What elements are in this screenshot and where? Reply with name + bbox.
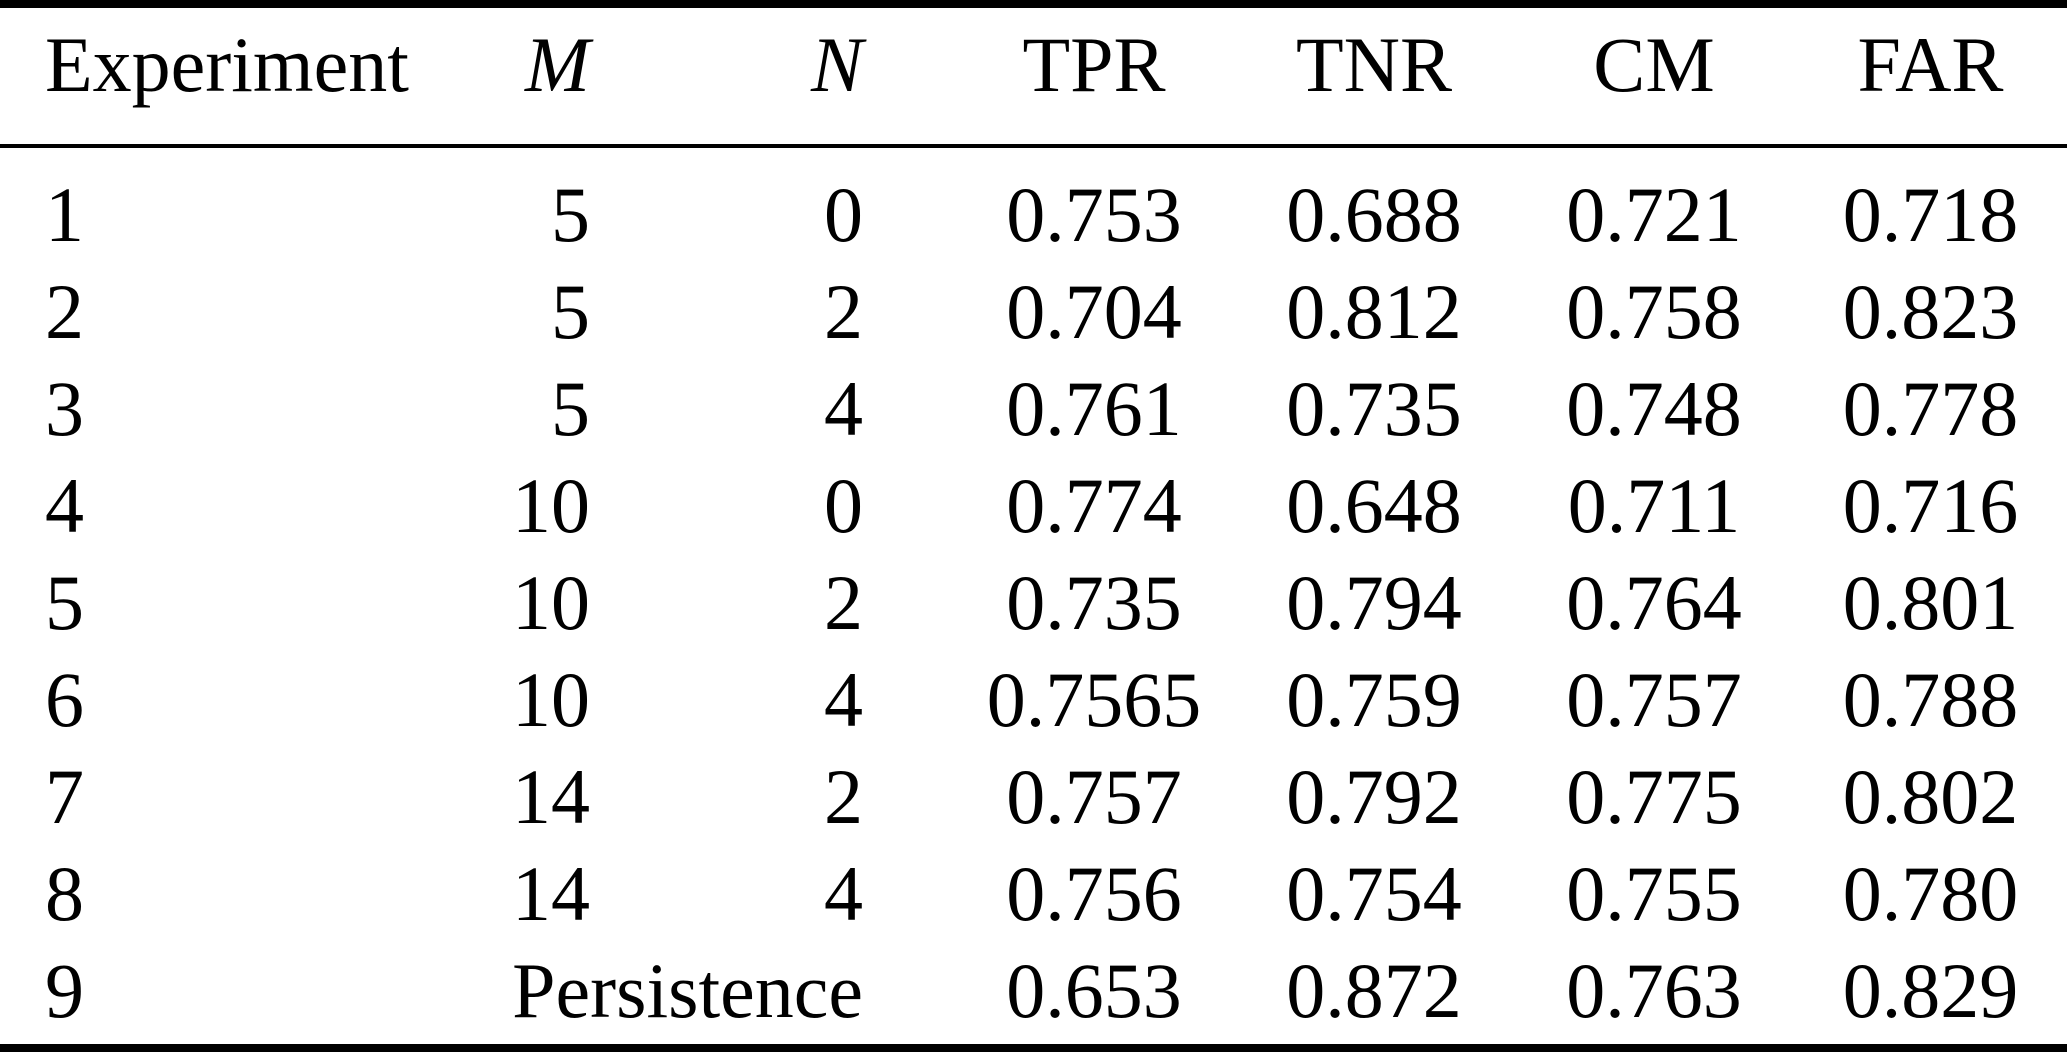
cell-tnr: 0.872	[1286, 947, 1462, 1034]
cell-far: 0.788	[1842, 656, 2019, 743]
table-bottom-rule	[0, 1044, 2067, 1052]
cell-experiment: 5	[45, 559, 84, 646]
cell-cm: 0.757	[1566, 656, 1742, 743]
cell-cm: 0.748	[1566, 365, 1742, 452]
table-row: 1 5 0 0.753 0.688 0.721 0.718	[0, 146, 2067, 258]
cell-experiment: 4	[45, 462, 84, 549]
col-header-far: FAR	[1794, 8, 2067, 148]
header-row: Experiment M N TPR TNR CM FAR	[0, 8, 2067, 148]
cell-experiment: 1	[45, 171, 84, 258]
results-table: Experiment M N TPR TNR CM FAR 1 5 0 0.75…	[0, 8, 2067, 1044]
cell-cm: 0.763	[1566, 947, 1742, 1034]
cell-cm: 0.755	[1566, 850, 1742, 937]
cell-cm: 0.758	[1566, 268, 1742, 355]
table-row: 7 14 2 0.757 0.792 0.775 0.802	[0, 730, 2067, 840]
cell-far: 0.829	[1842, 947, 2019, 1034]
cell-cm: 0.764	[1566, 559, 1742, 646]
cell-n: 0	[824, 462, 863, 549]
cell-far: 0.778	[1842, 365, 2019, 452]
cell-tpr: 0.7565	[986, 656, 1202, 743]
cell-tpr: 0.761	[1006, 365, 1182, 452]
cell-m: 14	[512, 850, 590, 937]
cell-cm: 0.775	[1566, 753, 1742, 840]
col-header-tpr: TPR	[954, 8, 1234, 148]
cell-tpr: 0.753	[1006, 171, 1182, 258]
col-header-experiment: Experiment	[0, 8, 470, 148]
cell-n: 2	[824, 753, 863, 840]
table-body: 1 5 0 0.753 0.688 0.721 0.718 2 5 2 0.70…	[0, 146, 2067, 1044]
cell-far: 0.823	[1842, 268, 2019, 355]
cell-m: 5	[551, 171, 590, 258]
col-header-tnr: TNR	[1234, 8, 1514, 148]
cell-m: 5	[551, 365, 590, 452]
cell-far: 0.801	[1842, 559, 2019, 646]
cell-tnr: 0.759	[1286, 656, 1462, 743]
table-row: 5 10 2 0.735 0.794 0.764 0.801	[0, 536, 2067, 646]
cell-experiment: 7	[45, 753, 84, 840]
col-header-n: N	[600, 8, 954, 148]
cell-cm: 0.711	[1567, 462, 1741, 549]
cell-tpr: 0.756	[1006, 850, 1182, 937]
cell-n: 4	[824, 850, 863, 937]
cell-n: 4	[824, 656, 863, 743]
cell-n: 4	[824, 365, 863, 452]
table-row: 9 Persistence 0.653 0.872 0.763 0.829	[0, 924, 2067, 1044]
cell-n: 2	[824, 268, 863, 355]
cell-m: 14	[512, 753, 590, 840]
cell-tpr: 0.704	[1006, 268, 1182, 355]
cell-experiment: 8	[45, 850, 84, 937]
cell-m: 10	[512, 462, 590, 549]
cell-far: 0.716	[1842, 462, 2019, 549]
col-header-m: M	[470, 8, 600, 148]
cell-m: 10	[512, 656, 590, 743]
cell-tnr: 0.688	[1286, 171, 1462, 258]
cell-tpr: 0.757	[1006, 753, 1182, 840]
cell-far: 0.802	[1842, 753, 2019, 840]
cell-experiment: 6	[45, 656, 84, 743]
table-row: 8 14 4 0.756 0.754 0.755 0.780	[0, 827, 2067, 937]
table-row: 3 5 4 0.761 0.735 0.748 0.778	[0, 342, 2067, 452]
cell-experiment: 9	[45, 947, 84, 1034]
cell-tpr: 0.774	[1006, 462, 1182, 549]
cell-experiment: 3	[45, 365, 84, 452]
col-header-cm: CM	[1514, 8, 1794, 148]
table-row: 6 10 4 0.7565 0.759 0.757 0.788	[0, 633, 2067, 743]
cell-n: 0	[824, 171, 863, 258]
cell-tnr: 0.792	[1286, 753, 1462, 840]
cell-far: 0.718	[1842, 171, 2019, 258]
cell-far: 0.780	[1842, 850, 2019, 937]
cell-m: 10	[512, 559, 590, 646]
cell-tnr: 0.812	[1286, 268, 1462, 355]
table-top-rule	[0, 0, 2067, 8]
cell-m: 5	[551, 268, 590, 355]
cell-tpr: 0.653	[1006, 947, 1182, 1034]
cell-tnr: 0.794	[1286, 559, 1462, 646]
cell-tnr: 0.754	[1286, 850, 1462, 937]
cell-persistence: Persistence	[512, 947, 863, 1034]
table-header: Experiment M N TPR TNR CM FAR	[0, 8, 2067, 148]
cell-tnr: 0.735	[1286, 365, 1462, 452]
cell-experiment: 2	[45, 268, 84, 355]
cell-n: 2	[824, 559, 863, 646]
table-row: 2 5 2 0.704 0.812 0.758 0.823	[0, 245, 2067, 355]
cell-tpr: 0.735	[1006, 559, 1182, 646]
table-row: 4 10 0 0.774 0.648 0.711 0.716	[0, 439, 2067, 549]
cell-cm: 0.721	[1566, 171, 1742, 258]
cell-tnr: 0.648	[1286, 462, 1462, 549]
